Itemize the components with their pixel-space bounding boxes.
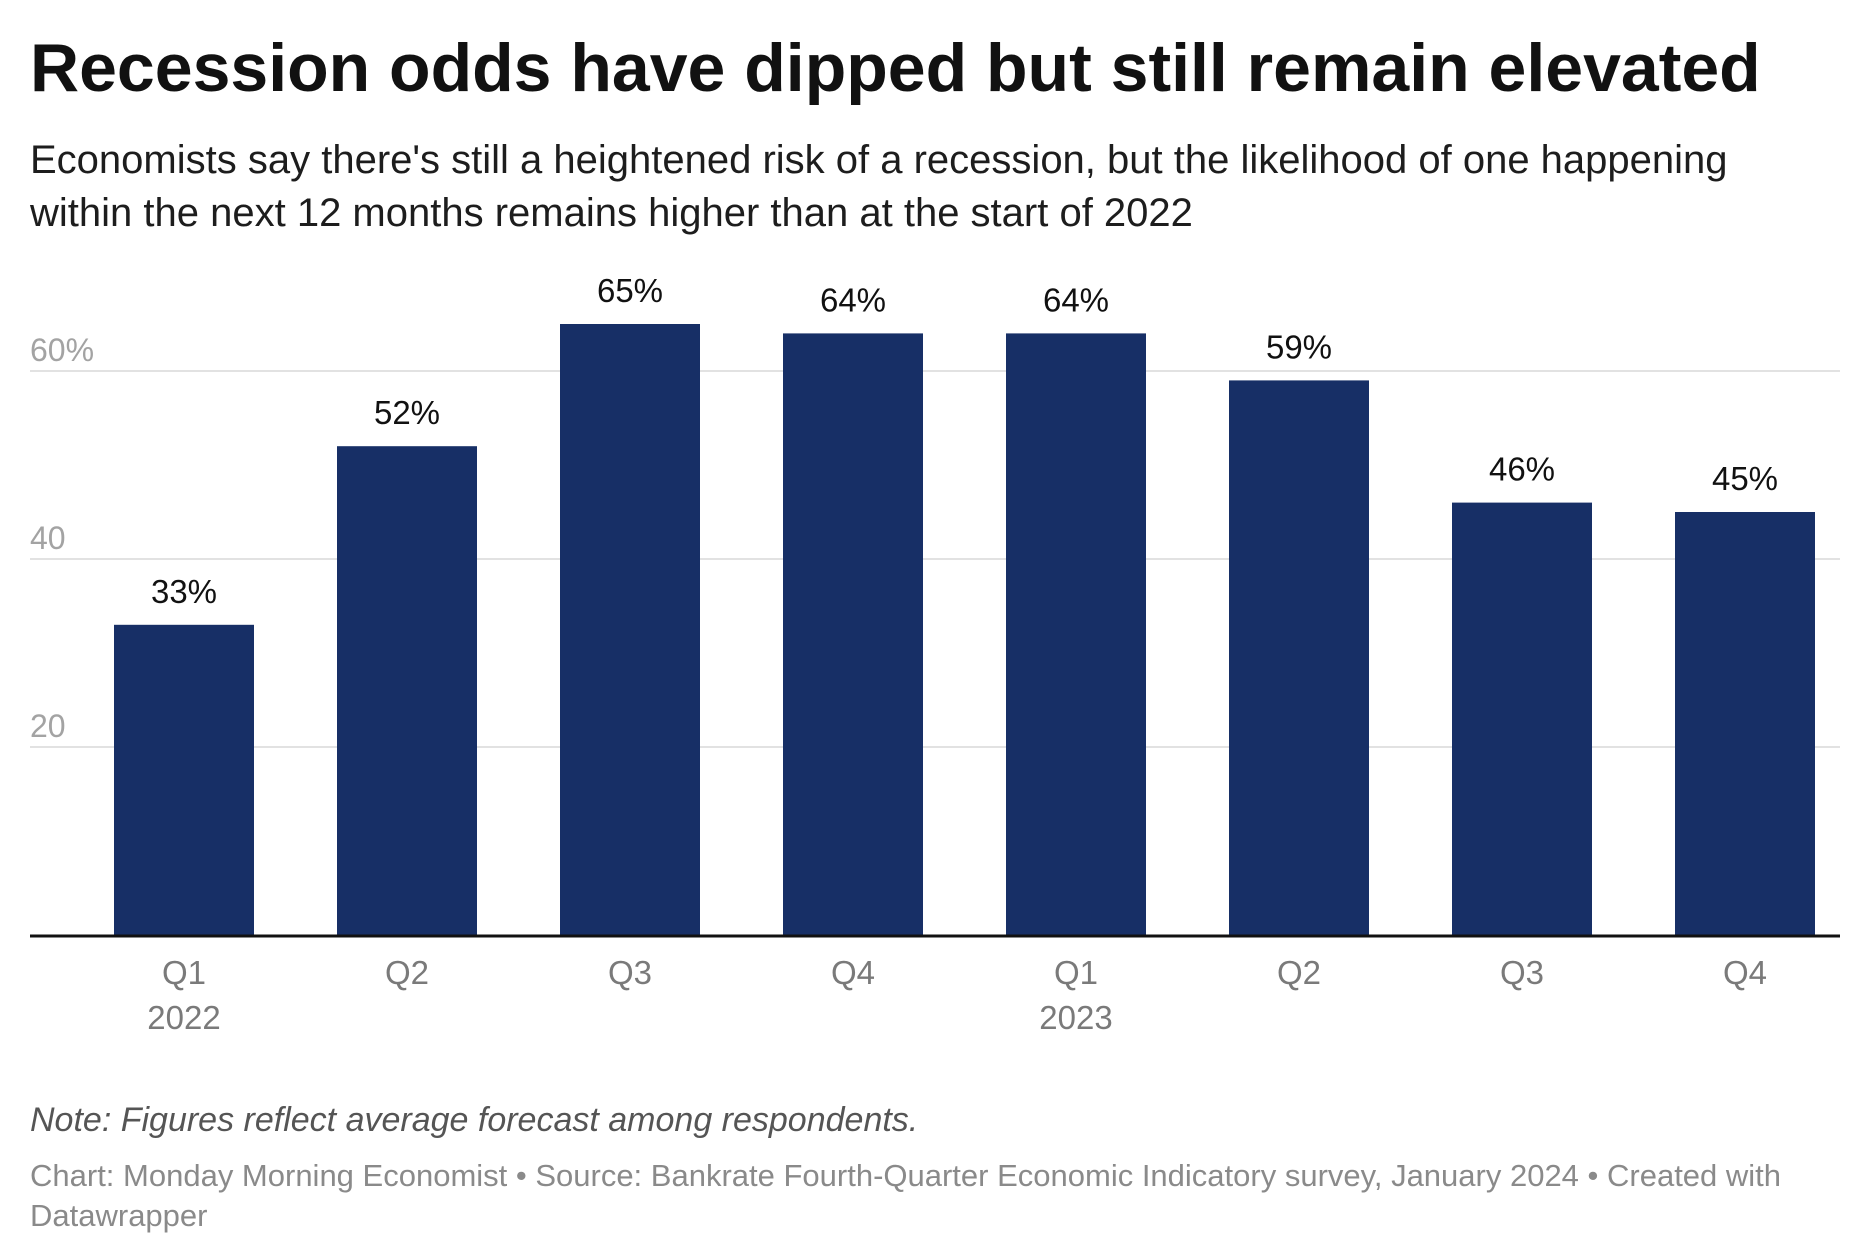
bar <box>114 624 254 935</box>
x-year-label: 2023 <box>1039 999 1112 1036</box>
y-tick-label: 40 <box>30 520 66 556</box>
x-tick-label: Q3 <box>608 954 652 991</box>
value-labels: 33% 52% 65% 64% 64% 59% 46% 45% <box>151 272 1778 610</box>
bar <box>1675 512 1815 935</box>
bars <box>114 324 1815 935</box>
bar <box>783 333 923 935</box>
x-tick-label: Q1 <box>162 954 206 991</box>
x-tick-label: Q2 <box>385 954 429 991</box>
x-axis: Q1 2022 Q2 Q3 Q4 Q1 2023 Q2 Q3 Q4 <box>30 934 1840 1036</box>
chart-note: Note: Figures reflect average forecast a… <box>30 1101 919 1139</box>
x-year-label: 2022 <box>147 999 220 1036</box>
bar-value-label: 45% <box>1712 460 1778 497</box>
bar-value-label: 33% <box>151 573 217 610</box>
y-tick-label: 60% <box>30 332 94 368</box>
bar-value-label: 64% <box>820 281 886 318</box>
chart-subtitle: Economists say there's still a heightene… <box>30 138 1728 235</box>
x-tick-label: Q3 <box>1500 954 1544 991</box>
x-tick-label: Q2 <box>1277 954 1321 991</box>
y-tick-label: 20 <box>30 708 66 744</box>
chart-title: Recession odds have dipped but still rem… <box>30 30 1761 106</box>
x-tick-label: Q4 <box>1723 954 1767 991</box>
bar-value-label: 59% <box>1266 328 1332 365</box>
x-tick-label: Q1 <box>1054 954 1098 991</box>
bar <box>337 446 477 935</box>
bar <box>1006 333 1146 935</box>
bar-value-label: 52% <box>374 394 440 431</box>
bar-value-label: 46% <box>1489 451 1555 488</box>
chart-credit: Chart: Monday Morning Economist • Source… <box>30 1158 1782 1233</box>
bar <box>1452 502 1592 935</box>
x-tick-label: Q4 <box>831 954 875 991</box>
bar-value-label: 64% <box>1043 281 1109 318</box>
bar-value-label: 65% <box>597 272 663 309</box>
bar <box>560 324 700 935</box>
bar <box>1229 380 1369 935</box>
